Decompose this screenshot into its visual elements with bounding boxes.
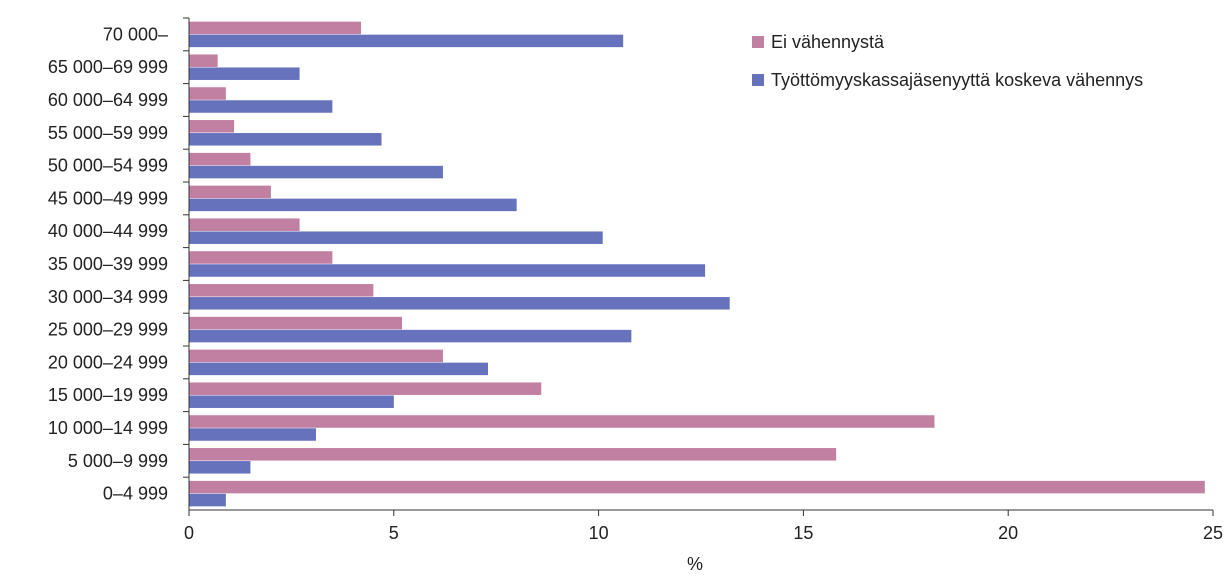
y-tick-label: 60 000–64 999 [48, 90, 168, 110]
y-tick-label: 70 000– [103, 24, 168, 44]
bar-series-1 [189, 120, 235, 133]
bar-series-1 [189, 448, 837, 461]
bar-series-2 [189, 133, 382, 146]
bar-series-1 [189, 87, 226, 100]
x-tick-label: 15 [793, 523, 813, 543]
bar-series-2 [189, 100, 333, 113]
y-tick-label: 50 000–54 999 [48, 156, 168, 176]
x-axis-title: % [687, 554, 703, 574]
y-tick-label: 20 000–24 999 [48, 352, 168, 372]
y-tick-label: 65 000–69 999 [48, 57, 168, 77]
legend-swatch-ei-vahennysta [752, 36, 764, 48]
legend-label-ei-vahennysta: Ei vähennystä [771, 32, 885, 52]
bar-series-1 [189, 218, 300, 231]
bar-series-2 [189, 362, 489, 376]
legend-label-tyottomyyskassa-vahennys: Työttömyyskassajäsenyyttä koskeva vähenn… [771, 70, 1143, 90]
y-tick-label: 25 000–29 999 [48, 320, 168, 340]
bar-series-2 [189, 34, 624, 48]
bar-series-1 [189, 251, 333, 264]
bar-series-2 [189, 493, 226, 507]
y-tick-label: 55 000–59 999 [48, 123, 168, 143]
y-tick-label: 40 000–44 999 [48, 221, 168, 241]
bar-series-2 [189, 395, 394, 408]
bar-series-2 [189, 264, 706, 277]
bar-series-1 [189, 316, 402, 330]
x-tick-label: 5 [389, 523, 399, 543]
bar-series-1 [189, 284, 374, 297]
bar-series-1 [189, 54, 218, 67]
x-tick-label: 10 [589, 523, 609, 543]
labels-layer: 0–4 999 5 000–9 999 10 000–14 999 15 000–19… [48, 24, 1223, 543]
bars-layer [189, 21, 1205, 507]
legend-swatch-tyottomyyskassa-vahennys [752, 74, 764, 86]
bar-series-1 [189, 480, 1205, 494]
bar-series-1 [189, 415, 935, 428]
bar-series-2 [189, 67, 300, 80]
bar-series-2 [189, 297, 730, 310]
x-tick-label: 20 [998, 523, 1018, 543]
y-tick-label: 10 000–14 999 [48, 418, 168, 438]
x-tick-label: 0 [184, 523, 194, 543]
axes-layer [183, 17, 1214, 516]
x-tick-label: 25 [1203, 523, 1223, 543]
bar-series-1 [189, 152, 251, 166]
y-tick-label: 5 000–9 999 [68, 451, 168, 471]
bar-series-2 [189, 329, 632, 343]
y-tick-label: 45 000–49 999 [48, 188, 168, 208]
y-tick-label: 30 000–34 999 [48, 287, 168, 307]
bar-series-2 [189, 165, 443, 179]
y-tick-label: 15 000–19 999 [48, 385, 168, 405]
bar-series-2 [189, 231, 603, 244]
bar-series-2 [189, 461, 251, 474]
bar-series-1 [189, 349, 443, 363]
bar-series-1 [189, 185, 271, 199]
legend: Ei vähennystä Työttömyyskassajäsenyyttä … [752, 32, 1143, 90]
bar-series-1 [189, 382, 542, 395]
y-tick-label: 0–4 999 [103, 484, 168, 504]
bar-series-2 [189, 428, 316, 441]
bar-series-2 [189, 198, 517, 212]
y-tick-label: 35 000–39 999 [48, 254, 168, 274]
bar-series-1 [189, 21, 362, 35]
